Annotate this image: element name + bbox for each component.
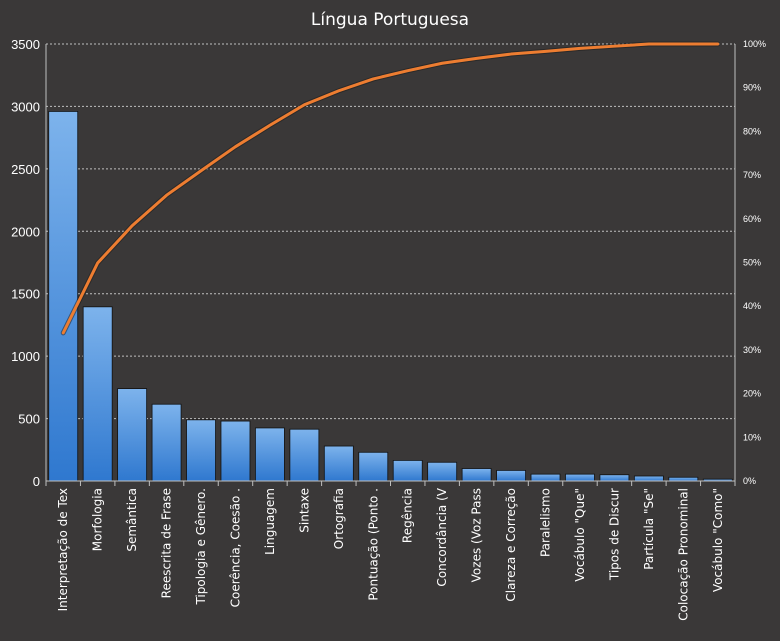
category-axis-ticks: Interpretação de Tex Morfologia Semântica R… [56,487,725,621]
y2-tick-label: 60% [743,214,761,224]
cumulative-line [61,42,720,335]
chart-title: Língua Portuguesa [311,10,469,30]
x-tick-label-group: Concordância (V [435,487,449,586]
bar [427,461,458,482]
x-tick-label-group: Vocábulo "Que" [573,488,587,582]
x-tick-label: Ortografia [332,488,346,549]
x-tick-label: Regência [401,488,415,543]
y-tick-label: 2000 [11,224,40,239]
x-tick-label: Reescrita de Frase [160,488,174,598]
x-tick-label: Vocábulo "Como" [711,488,725,592]
y2-tick-label: 70% [743,170,761,180]
x-tick-label: Pontuação (Ponto . [366,488,380,601]
line-shadow [60,41,721,336]
y-tick-label: 2500 [11,162,40,177]
bar [530,473,561,482]
y-tick-label: 3000 [11,99,40,114]
bar [565,473,595,482]
x-tick-label: Clareza e Correção [504,488,518,602]
bar [496,469,526,482]
x-tick-label-group: Vocábulo "Como" [711,488,725,592]
x-tick-label: Coerência, Coesão . [228,488,242,607]
x-tick-label-group: Sintaxe [297,488,311,533]
bar [323,445,354,482]
x-tick-label: Vozes (Voz Pass [470,488,484,582]
x-tick-label-group: Vozes (Voz Pass [470,488,484,582]
bar [358,451,389,482]
bar [151,403,182,482]
bar [255,427,285,482]
x-tick-label-group: Semântica [125,488,139,552]
x-tick-label-group: Coerência, Coesão . [228,488,242,607]
x-tick-label: Sintaxe [297,488,311,533]
axes [45,44,736,486]
y2-tick-label: 90% [743,83,761,93]
x-tick-label: Partícula "Se" [642,488,656,570]
x-tick-label: Vocábulo "Que" [573,488,587,582]
x-tick-label-group: Regência [401,488,415,543]
x-tick-label-group: Colocação Pronominal [676,488,690,621]
y-tick-label: 1000 [11,349,40,364]
bar [117,388,148,482]
x-tick-label: Tipos de Discur [607,488,621,581]
left-axis-ticks: 0 500 1000 1500 2000 2500 3000 3500 [11,37,40,489]
right-axis-ticks: 0% 10% 20% 30% 40% 50% 60% 70% 80% 90% 100% [743,39,766,486]
bar [220,420,251,482]
x-tick-label-group: Partícula "Se" [642,488,656,570]
cumulative-line-series [60,41,721,336]
bar [82,306,113,482]
bar [48,111,79,482]
bar [461,468,492,482]
y2-tick-label: 40% [743,301,761,311]
gridlines [46,43,735,420]
y2-tick-label: 100% [743,39,766,49]
x-tick-label-group: Ortografia [332,488,346,549]
x-tick-label: Tipologia e Gênero. [194,488,208,606]
y2-tick-label: 0% [743,476,756,486]
x-tick-label-group: Clareza e Correção [504,488,518,602]
y2-tick-label: 80% [743,126,761,136]
y2-tick-label: 10% [743,432,761,442]
x-tick-label: Morfologia [91,488,105,551]
x-tick-label: Interpretação de Tex [56,488,70,611]
y-tick-label: 3500 [11,37,40,52]
y-tick-label: 500 [18,412,40,427]
x-tick-label: Colocação Pronominal [676,488,690,621]
y-tick-label: 0 [33,474,40,489]
x-tick-label-group: Pontuação (Ponto . [366,488,380,601]
x-tick-label: Semântica [125,488,139,552]
bar [289,428,320,482]
x-tick-label-group: Reescrita de Frase [160,488,174,598]
y2-tick-label: 30% [743,345,761,355]
y2-tick-label: 50% [743,258,761,268]
bar [599,474,630,482]
x-tick-label-group: Morfologia [91,488,105,551]
x-tick-label-group: Paralelismo [539,488,553,557]
x-tick-label: Linguagem [263,488,277,555]
bar-series [48,111,733,482]
x-tick-label: Paralelismo [539,488,553,557]
bar [668,476,699,482]
x-tick-label-group: Interpretação de Tex [56,488,70,611]
x-tick-label-group: Tipologia e Gênero. [194,488,208,606]
x-tick-label-group: Linguagem [263,488,277,555]
bar [392,459,423,482]
y-tick-label: 1500 [11,287,40,302]
x-tick-label-group: Tipos de Discur [607,488,621,581]
x-tick-label: Concordância (V [435,487,449,586]
y2-tick-label: 20% [743,389,761,399]
bar [633,475,664,482]
bar [186,419,216,482]
